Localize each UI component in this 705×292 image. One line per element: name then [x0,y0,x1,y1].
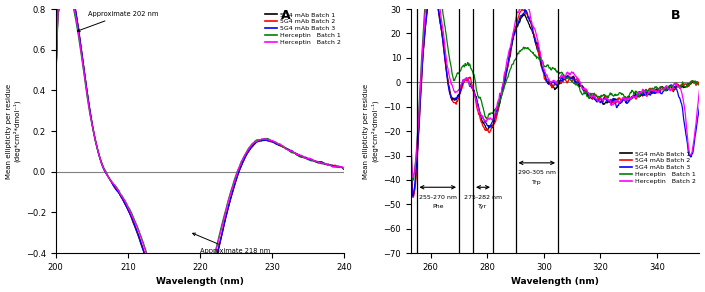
Text: Trp: Trp [532,180,541,185]
Text: 275-282 nm: 275-282 nm [464,194,502,199]
Y-axis label: Mean ellipticity per residue
(deg*cm²*dmol⁻¹): Mean ellipticity per residue (deg*cm²*dm… [6,84,20,179]
Text: Phe: Phe [432,204,443,209]
Text: 290-305 nm: 290-305 nm [517,170,556,175]
Text: Approximate 218 nm: Approximate 218 nm [192,233,270,254]
Legend: 5G4 mAb Batch 1, 5G4 mAb Batch 2, 5G4 mAb Batch 3, Herceptin   Batch 1, Hercepti: 5G4 mAb Batch 1, 5G4 mAb Batch 2, 5G4 mA… [620,151,697,184]
Text: B: B [670,9,680,22]
Text: A: A [281,9,290,22]
X-axis label: Wavelength (nm): Wavelength (nm) [156,277,244,286]
Legend: 5G4 mAb Batch 1, 5G4 mAb Batch 2, 5G4 mAb Batch 3, Herceptin   Batch 1, Hercepti: 5G4 mAb Batch 1, 5G4 mAb Batch 2, 5G4 mA… [264,12,341,45]
Text: Tyr: Tyr [479,204,488,209]
Text: Approximate 202 nm: Approximate 202 nm [78,11,159,32]
X-axis label: Wavelength (nm): Wavelength (nm) [511,277,599,286]
Y-axis label: Mean ellipticity per residue
(deg*cm²*dmol⁻¹): Mean ellipticity per residue (deg*cm²*dm… [363,84,378,179]
Text: 255-270 nm: 255-270 nm [419,194,457,199]
